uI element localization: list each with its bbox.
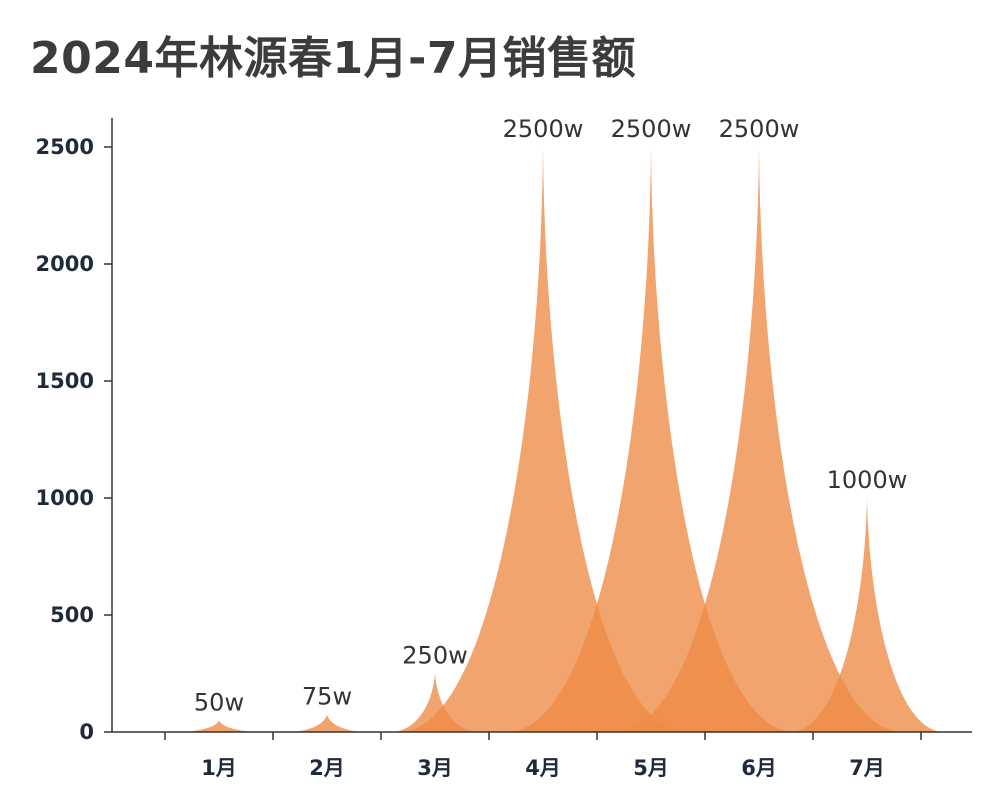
data-label: 50w [194, 688, 244, 716]
y-tick-label: 1000 [36, 486, 94, 510]
y-tick-label: 0 [79, 720, 94, 744]
peak-6月 [615, 147, 903, 732]
peak-4月 [399, 147, 687, 732]
y-axis-ticks: 0 500 1000 1500 2000 2500 [36, 135, 112, 744]
x-axis-ticks: 1月 2月 3月 4月 5月 6月 7月 [164, 732, 922, 780]
y-tick-label: 2000 [36, 252, 94, 276]
peak-2月 [291, 714, 363, 732]
chart-title: 2024年林源春1月-7月销售额 [30, 33, 636, 84]
axes [111, 118, 972, 733]
y-tick-label: 2500 [36, 135, 94, 159]
x-tick-label: 1月 [201, 756, 237, 780]
peak-3月 [391, 673, 479, 732]
x-tick-label: 7月 [849, 756, 885, 780]
x-tick-label: 3月 [417, 756, 453, 780]
data-label: 1000w [827, 466, 908, 494]
peak-5月 [507, 147, 795, 732]
data-label: 2500w [611, 115, 692, 143]
data-label: 2500w [503, 115, 584, 143]
data-label: 250w [402, 642, 467, 670]
series-peaks [184, 147, 944, 732]
peak-7月 [790, 498, 944, 732]
data-label: 2500w [719, 115, 800, 143]
y-tick-label: 500 [50, 603, 94, 627]
x-tick-label: 6月 [741, 756, 777, 780]
peak-1月 [184, 720, 254, 732]
data-labels: 50w 75w 250w 2500w 2500w 2500w 1000w [194, 115, 907, 716]
x-tick-label: 4月 [525, 756, 561, 780]
x-tick-label: 2月 [309, 756, 345, 780]
data-label: 75w [302, 682, 352, 710]
y-tick-label: 1500 [36, 369, 94, 393]
x-tick-label: 5月 [633, 756, 669, 780]
